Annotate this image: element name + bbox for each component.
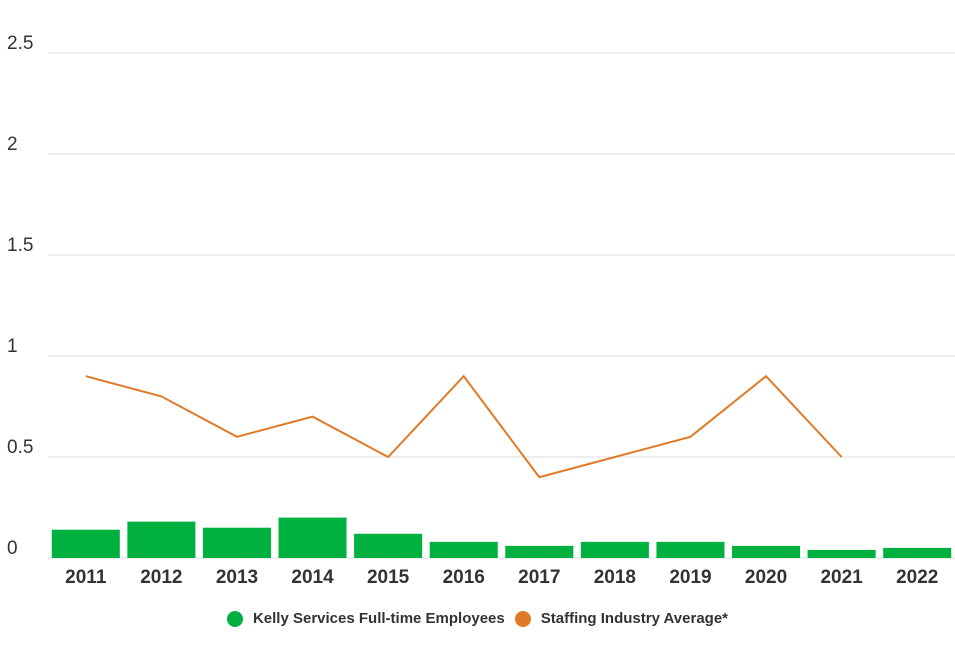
bar [429, 541, 498, 558]
x-tick-label: 2022 [896, 567, 938, 588]
x-tick-label: 2014 [291, 567, 334, 588]
x-tick-label: 2017 [518, 567, 560, 588]
x-tick-label: 2018 [594, 567, 636, 588]
legend-swatch-orange [514, 610, 531, 627]
legend: Kelly Services Full-time Employees Staff… [0, 610, 955, 627]
y-tick-label: 0.5 [7, 437, 33, 458]
bar [354, 533, 423, 558]
y-tick-label: 2.5 [7, 33, 33, 54]
chart: 00.511.522.5 2011 2012 2013 2014 2015 2016 201… [7, 33, 955, 588]
line-path [85, 374, 843, 479]
bar [51, 529, 120, 558]
x-tick-label: 2013 [216, 567, 258, 588]
y-tick-label: 1.5 [7, 235, 33, 256]
bar [883, 547, 952, 558]
gridlines [48, 52, 955, 559]
y-tick-label: 2 [7, 134, 18, 155]
bar-series [51, 517, 952, 558]
x-tick-label: 2019 [669, 567, 711, 588]
line-series [85, 374, 843, 479]
x-tick-label: 2012 [140, 567, 182, 588]
bar [807, 549, 876, 558]
x-tick-label: 2021 [820, 567, 863, 588]
bar [278, 517, 347, 558]
legend-label: Staffing Industry Average* [540, 610, 729, 627]
legend-label: Kelly Services Full-time Employees [252, 610, 505, 627]
bar [202, 527, 271, 558]
legend-item-line[interactable]: Staffing Industry Average* [514, 610, 729, 627]
x-tick-label: 2016 [443, 567, 485, 588]
bar [732, 545, 801, 558]
x-tick-label: 2015 [367, 567, 410, 588]
y-tick-label: 1 [7, 336, 18, 357]
legend-item-bar[interactable]: Kelly Services Full-time Employees [226, 610, 505, 627]
bar [505, 545, 574, 558]
bar [580, 541, 649, 558]
x-tick-label: 2020 [745, 567, 787, 588]
y-axis-ticks: 0 0.5 1 1.5 2 2.5 [7, 33, 33, 559]
x-axis-ticks: 2011 2012 2013 2014 2015 2016 2017 2018 2019 2020… [65, 567, 938, 588]
bar [127, 521, 196, 558]
legend-swatch-green [226, 610, 243, 627]
bar [656, 541, 725, 558]
x-tick-label: 2011 [65, 567, 107, 588]
y-tick-label: 0 [7, 538, 18, 559]
